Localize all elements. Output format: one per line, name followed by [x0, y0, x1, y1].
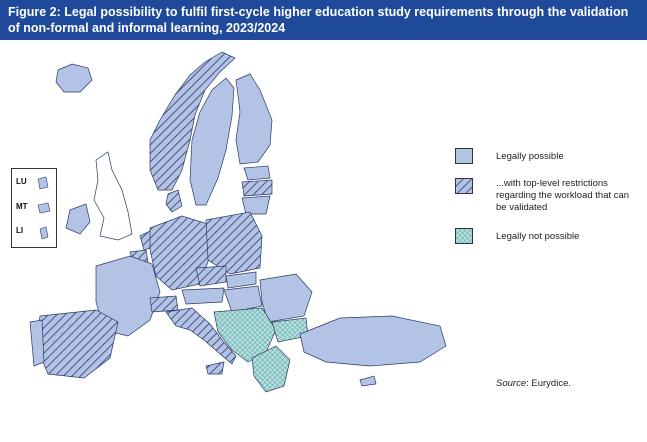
legend-item-possible: Legally possible — [455, 148, 636, 164]
country-latvia — [241, 179, 273, 197]
country-lithuania — [241, 195, 271, 215]
country-spain — [35, 309, 119, 379]
country-iceland — [55, 63, 93, 93]
legend-item-restricted: ...with top-level restrictions regarding… — [455, 178, 636, 214]
country-finland — [235, 73, 273, 165]
inset-label-mt: MT — [16, 202, 28, 211]
figure-title: Figure 2: Legal possibility to fulfil fi… — [0, 0, 647, 40]
legend-label-restricted: ...with top-level restrictions regarding… — [496, 178, 630, 213]
country-switzerland — [149, 295, 179, 313]
inset-shapes — [37, 176, 51, 240]
country-estonia — [243, 165, 271, 181]
country-poland — [205, 211, 263, 275]
source-text: : Eurydice. — [526, 378, 571, 389]
country-cyprus — [359, 375, 377, 387]
country-sweden — [189, 77, 235, 206]
country-sicily — [205, 361, 225, 375]
country-turkiye — [299, 315, 447, 367]
inset-label-li: LI — [16, 226, 24, 235]
legend-label-possible: Legally possible — [496, 151, 564, 162]
country-portugal — [29, 319, 45, 367]
country-slovakia — [225, 271, 257, 289]
country-norway — [149, 51, 236, 191]
country-uk — [93, 151, 133, 241]
country-hungary — [223, 285, 263, 313]
legend-swatch-possible — [455, 148, 473, 164]
country-ireland — [65, 203, 91, 235]
country-austria — [181, 287, 225, 305]
legend-swatch-restricted — [455, 178, 473, 194]
country-romania — [259, 273, 313, 323]
inset-small-states: LU MT LI — [11, 168, 57, 248]
source-prefix: Source — [496, 378, 527, 389]
country-denmark — [165, 189, 183, 213]
country-czechia — [195, 265, 227, 287]
legend-label-not-possible: Legally not possible — [496, 231, 580, 242]
source-note: Source: Eurydice. — [496, 378, 571, 389]
legend-swatch-not-possible — [455, 228, 473, 244]
europe-map — [29, 51, 447, 393]
inset-label-lu: LU — [16, 177, 27, 186]
legend-item-not-possible: Legally not possible — [455, 228, 636, 244]
country-italy — [165, 307, 237, 365]
country-greece — [251, 345, 291, 393]
